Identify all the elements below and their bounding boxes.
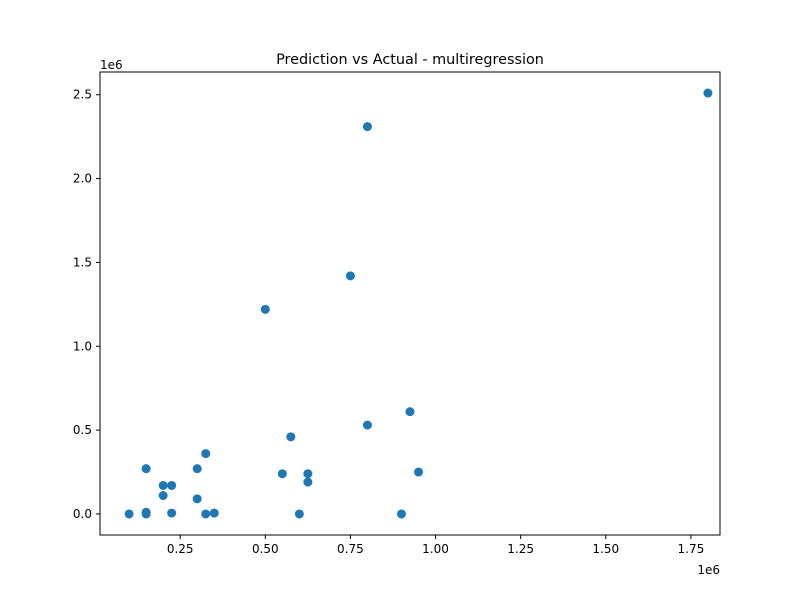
scatter-point	[286, 432, 296, 442]
x-tick-label: 1.75	[678, 542, 705, 556]
data-points	[124, 88, 713, 519]
x-tick-label: 0.50	[252, 542, 279, 556]
scatter-point	[303, 469, 313, 479]
scatter-point	[414, 467, 424, 477]
scatter-point	[303, 477, 313, 487]
y-tick-label: 2.5	[73, 88, 92, 102]
x-tick-label: 1.50	[592, 542, 619, 556]
scatter-point	[703, 88, 713, 98]
scatter-point	[277, 469, 287, 479]
scatter-point	[167, 480, 177, 490]
y-tick-label: 0.5	[73, 423, 92, 437]
scatter-point	[141, 464, 151, 474]
scatter-point	[167, 508, 177, 518]
scatter-point	[124, 509, 134, 519]
scatter-point	[362, 420, 372, 430]
scatter-point	[362, 122, 372, 132]
x-tick-label: 0.75	[337, 542, 364, 556]
axis-ticks: 0.25 0.50 0.75 1.00 1.25 1.50 1.75 0.0 0.5 1.0 1.5…	[73, 88, 704, 556]
chart-title: Prediction vs Actual - multiregression	[276, 52, 544, 68]
scatter-point	[158, 480, 168, 490]
scatter-point	[209, 508, 219, 518]
scatter-point	[192, 494, 202, 504]
scatter-point	[345, 271, 355, 281]
x-offset-label: 1e6	[697, 563, 720, 577]
x-tick-label: 1.00	[422, 542, 449, 556]
scatter-point	[141, 507, 151, 517]
scatter-point	[192, 464, 202, 474]
scatter-point	[405, 407, 415, 417]
y-offset-label: 1e6	[100, 58, 123, 72]
y-tick-label: 2.0	[73, 172, 92, 186]
plot-frame	[99, 71, 721, 536]
scatter-point	[201, 509, 211, 519]
scatter-point	[260, 304, 270, 314]
x-tick-label: 1.25	[507, 542, 534, 556]
scatter-point	[396, 509, 406, 519]
scatter-point	[294, 509, 304, 519]
scatter-point	[201, 449, 211, 459]
y-tick-label: 1.5	[73, 255, 92, 269]
y-tick-label: 1.0	[73, 339, 92, 353]
y-tick-label: 0.0	[73, 507, 92, 521]
x-tick-label: 0.25	[167, 542, 194, 556]
scatter-point	[158, 491, 168, 501]
